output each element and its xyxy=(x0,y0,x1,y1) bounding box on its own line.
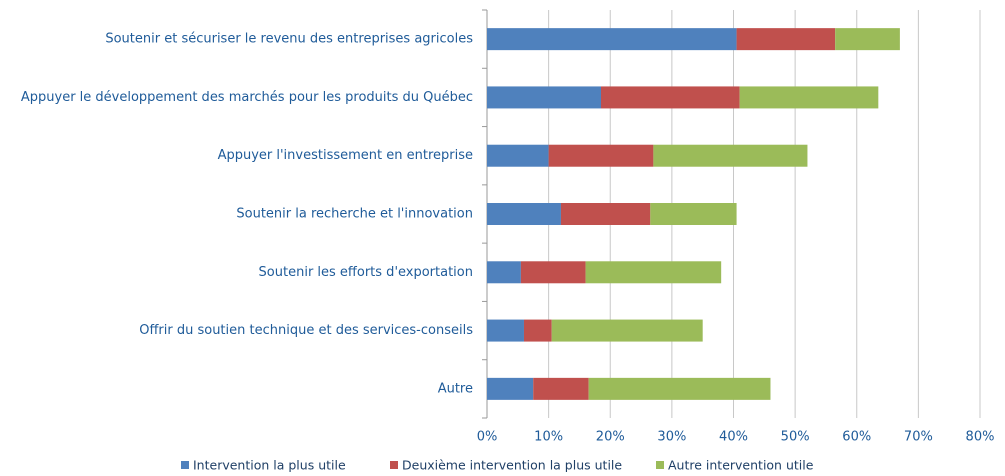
x-tick-label: 10% xyxy=(534,430,563,445)
bar-segment xyxy=(585,261,722,284)
bar-segment xyxy=(650,203,737,225)
y-tick-label: Soutenir la recherche et l'innovation xyxy=(236,207,473,222)
bar-segment xyxy=(551,319,703,342)
bar-segment xyxy=(533,377,589,400)
bar-segment xyxy=(487,377,534,400)
legend-swatch xyxy=(181,461,189,469)
bar-segment xyxy=(487,319,524,342)
bar-segment xyxy=(835,28,900,51)
x-tick-label: 80% xyxy=(966,430,995,445)
bar-segment xyxy=(588,377,771,400)
x-tick-label: 40% xyxy=(719,430,748,445)
bar-segment xyxy=(487,144,549,167)
x-tick-label: 60% xyxy=(842,430,871,445)
x-tick-label: 20% xyxy=(596,430,625,445)
x-tick-label: 70% xyxy=(904,430,933,445)
legend-label: Intervention la plus utile xyxy=(193,458,346,473)
bar-segment xyxy=(487,28,737,51)
bar-segment xyxy=(736,28,836,51)
y-tick-label: Soutenir et sécuriser le revenu des entr… xyxy=(105,32,473,47)
y-tick-label: Offrir du soutien technique et des servi… xyxy=(139,323,473,338)
legend-swatch xyxy=(390,461,398,469)
x-tick-label: 30% xyxy=(657,430,686,445)
y-tick-label: Soutenir les efforts d'exportation xyxy=(259,265,473,280)
bar-segment xyxy=(739,86,879,109)
bar-segment xyxy=(523,319,552,342)
y-tick-label: Autre xyxy=(438,381,473,396)
bar-segment xyxy=(548,144,654,167)
bar-segment xyxy=(653,144,808,167)
legend-swatch xyxy=(656,461,664,469)
legend-label: Deuxième intervention la plus utile xyxy=(402,458,622,473)
bar-segment xyxy=(601,86,740,109)
bar-segment xyxy=(487,203,561,225)
y-tick-label: Appuyer l'investissement en entreprise xyxy=(218,148,473,163)
bar-segment xyxy=(487,261,521,284)
bar-segment xyxy=(560,203,651,225)
bar-segment xyxy=(487,86,602,109)
legend-label: Autre intervention utile xyxy=(668,458,814,473)
bar-segment xyxy=(520,261,586,284)
y-tick-label: Appuyer le développement des marchés pou… xyxy=(21,90,473,105)
x-tick-label: 0% xyxy=(477,430,498,445)
x-tick-label: 50% xyxy=(781,430,810,445)
